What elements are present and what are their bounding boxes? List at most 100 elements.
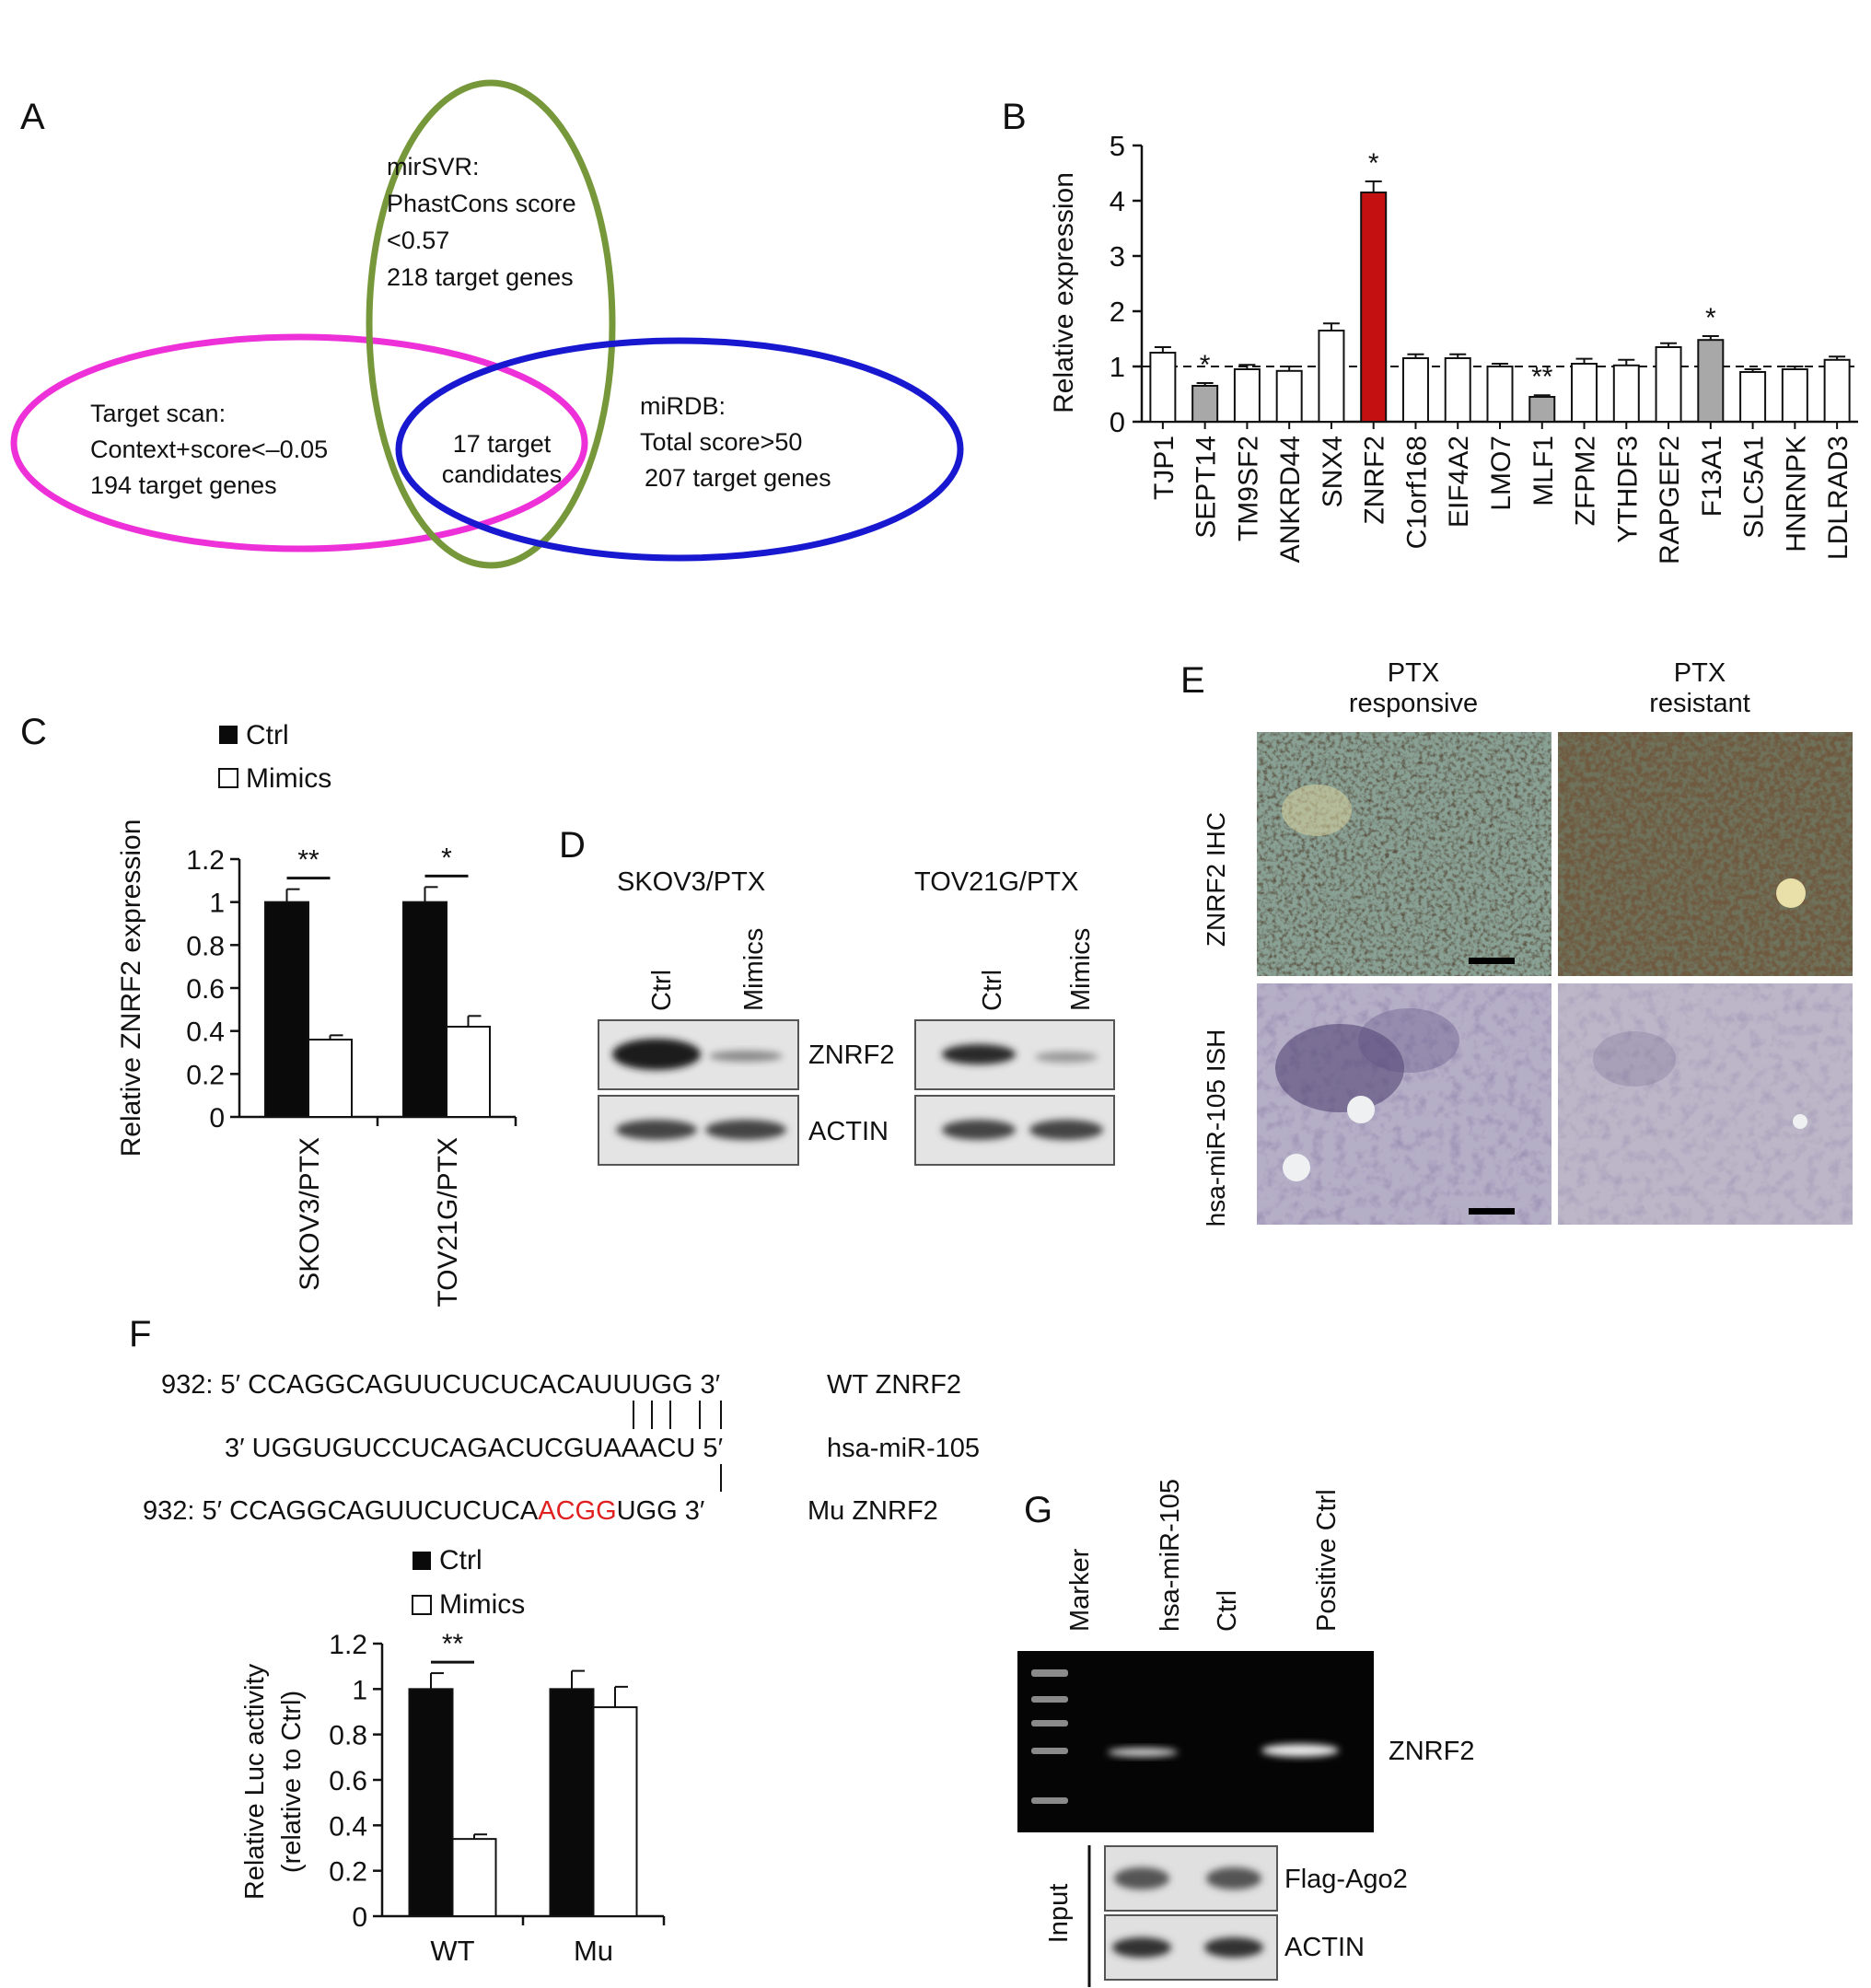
b-x-tick-label: SNX4 — [1318, 436, 1348, 507]
e-col1-line1: PTX — [1388, 658, 1439, 688]
c-bar-mimics — [446, 1026, 491, 1118]
b-y-tick-label: 4 — [1110, 185, 1125, 217]
d-lane-mimics-right: Mimics — [1066, 928, 1096, 1011]
svg-text:218 target genes: 218 target genes — [387, 263, 574, 291]
g-lane-mir105: hsa-miR-105 — [1156, 1479, 1185, 1632]
b-bar-mlf1 — [1528, 396, 1556, 423]
b-bar-snx4 — [1318, 330, 1345, 423]
b-bar-f13a1 — [1697, 339, 1725, 424]
e-col2-line2: resistant — [1649, 689, 1750, 718]
g-lane-marker: Marker — [1065, 1548, 1095, 1632]
venn-blue-circle — [395, 337, 964, 562]
d-row-actin: ACTIN — [808, 1117, 889, 1146]
b-x-tick-label: C1orf168 — [1401, 436, 1432, 549]
g-lane-ctrl: Ctrl — [1213, 1590, 1242, 1632]
svg-text:17 target: 17 target — [453, 430, 552, 458]
b-x-tick-label: TM9SF2 — [1233, 436, 1263, 541]
f-seq-mir-label: hsa-miR-105 — [827, 1434, 980, 1463]
b-bar-sept14 — [1191, 385, 1219, 423]
panel-label-g: G — [1024, 1490, 1052, 1530]
svg-text:candidates: candidates — [442, 460, 563, 488]
b-x-tick-label: EIF4A2 — [1444, 436, 1474, 528]
f-chart: 0 0.2 0.4 0.6 0.8 1 1.2 ** WT Mu — [329, 1629, 666, 1967]
d-band-znrf2-ctrl-right — [942, 1044, 1016, 1064]
b-bar-ldlrad3 — [1823, 358, 1851, 423]
e-row1-label: ZNRF2 IHC — [1202, 812, 1230, 947]
b-y-tick-label: 1 — [1110, 351, 1125, 383]
g-row-actin: ACTIN — [1284, 1933, 1365, 1962]
d-band-actin-ctrl-left — [616, 1120, 697, 1140]
f-bar-mimics — [592, 1706, 638, 1917]
panel-a: A mirSVR: PhastCons score <0.57 218 targ… — [10, 79, 964, 569]
c-y-tick-label: 0.4 — [186, 1017, 225, 1048]
svg-text:mirSVR:: mirSVR: — [387, 153, 480, 180]
b-y-tick-label: 3 — [1110, 240, 1125, 273]
c-chart: 0 0.2 0.4 0.6 0.8 1 1.2 ** SKOV3/PTX * TOV21G/PTX — [186, 843, 517, 1308]
f-y-tick-label: 0.2 — [329, 1857, 367, 1888]
f-y-tick-label: 1.2 — [329, 1630, 367, 1660]
f-legend-ctrl-swatch — [413, 1552, 431, 1570]
f-seq-wt: 932: 5′ CCAGGCAGUUCUCUCACAUUUGG 3′ — [161, 1370, 720, 1400]
b-x-tick-label: YTHDF3 — [1612, 436, 1643, 543]
c-legend-ctrl-swatch — [219, 726, 238, 744]
b-significance-marker: * — [1368, 148, 1379, 179]
svg-text:<0.57: <0.57 — [387, 227, 449, 254]
b-x-tick-label: LDLRAD3 — [1823, 436, 1854, 560]
b-y-tick-label: 0 — [1110, 406, 1125, 438]
venn-green-circle — [366, 79, 616, 569]
panel-label-e: E — [1180, 660, 1205, 701]
e-image-ihc-resistant — [1558, 732, 1853, 976]
e-image-ish-resistant — [1558, 983, 1853, 1225]
c-legend-mimics: Mimics — [246, 763, 331, 794]
e-col2-line1: PTX — [1674, 658, 1726, 688]
b-bar-c1orf168 — [1401, 357, 1429, 423]
svg-text:Total score>50: Total score>50 — [640, 428, 802, 456]
svg-text:207 target genes: 207 target genes — [645, 464, 831, 492]
b-x-tick-label: ZNRF2 — [1360, 436, 1390, 525]
b-bar-hnrnpk — [1781, 368, 1808, 423]
c-y-tick-label: 0.8 — [186, 931, 225, 961]
e-image-ihc-responsive — [1257, 732, 1551, 976]
b-x-tick-label: TJP1 — [1149, 436, 1180, 500]
b-bar-lmo7 — [1486, 366, 1514, 423]
d-band-znrf2-ctrl-left — [612, 1039, 701, 1070]
f-y-tick-label: 1 — [352, 1675, 367, 1705]
venn-magenta-text: Target scan: Context+score<–0.05 194 tar… — [90, 400, 328, 499]
panel-f: F 932: 5′ CCAGGCAGUUCUCUCACAUUUGG 3′ WT … — [129, 1314, 980, 1967]
b-x-tick-label: F13A1 — [1697, 436, 1727, 517]
f-y-tick-label: 0.8 — [329, 1721, 367, 1751]
c-y-tick-label: 0.6 — [186, 974, 225, 1005]
b-x-tick-label: LMO7 — [1486, 436, 1517, 511]
venn-center-text: 17 target candidates — [442, 430, 563, 488]
f-legend-ctrl: Ctrl — [439, 1545, 482, 1575]
g-gel-image — [1017, 1651, 1374, 1832]
c-significance-marker: * — [441, 843, 452, 873]
e-scale-bar-top — [1469, 958, 1515, 964]
svg-text:Relative Luc activity: Relative Luc activity — [240, 1663, 270, 1900]
f-seq-wt-label: WT ZNRF2 — [827, 1370, 961, 1400]
c-legend: Ctrl Mimics — [218, 720, 331, 794]
b-chart: 0 1 2 3 4 5 TJP1 SEPT14 * TM9SF2 ANKRD44 SNX4 ZNRF2 *… — [1110, 130, 1858, 564]
panel-label-c: C — [20, 712, 47, 752]
d-title-right: TOV21G/PTX — [914, 867, 1078, 897]
c-y-tick-label: 1.2 — [186, 845, 225, 876]
c-bar-ctrl — [402, 901, 447, 1119]
b-y-tick-label: 5 — [1110, 130, 1125, 162]
svg-text:194 target genes: 194 target genes — [90, 471, 277, 499]
f-y-tick-label: 0.4 — [329, 1811, 367, 1842]
panel-d: D SKOV3/PTX TOV21G/PTX Ctrl Mimics Ctrl … — [559, 825, 1115, 1166]
f-sequence-alignment: 932: 5′ CCAGGCAGUUCUCUCACAUUUGG 3′ WT ZN… — [143, 1370, 980, 1526]
d-lane-ctrl-left: Ctrl — [647, 970, 677, 1011]
svg-text:Target scan:: Target scan: — [90, 400, 226, 427]
svg-text:miRDB:: miRDB: — [640, 392, 726, 420]
f-y-axis-label: Relative Luc activity (relative to Ctrl) — [240, 1663, 307, 1900]
b-bar-zfpm2 — [1571, 363, 1598, 423]
b-bar-tm9sf2 — [1233, 368, 1261, 423]
c-y-tick-label: 0.2 — [186, 1060, 225, 1090]
d-band-actin-mimics-left — [705, 1120, 786, 1140]
e-scale-bar-bottom — [1469, 1208, 1515, 1215]
b-y-axis-label: Relative expression — [1049, 172, 1079, 413]
e-image-ish-responsive — [1257, 983, 1551, 1225]
f-y-tick-label: 0.6 — [329, 1766, 367, 1796]
g-row-flag-ago2: Flag-Ago2 — [1284, 1865, 1408, 1894]
